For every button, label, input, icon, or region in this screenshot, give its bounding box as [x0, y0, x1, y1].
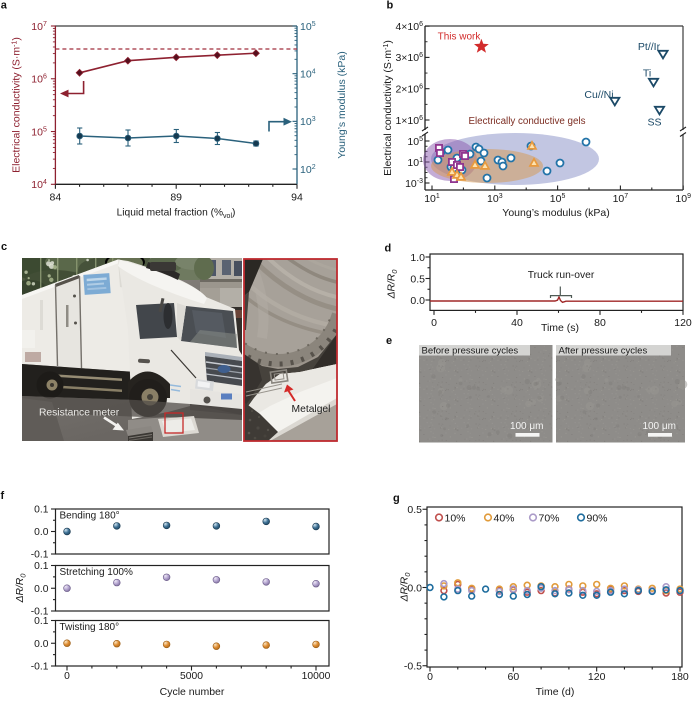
- svg-text:120: 120: [588, 671, 606, 683]
- svg-text:100 μm: 100 μm: [510, 421, 544, 432]
- svg-text:a: a: [1, 0, 8, 12]
- svg-text:Pt//Ir: Pt//Ir: [638, 41, 661, 53]
- svg-text:Truck run-over: Truck run-over: [528, 270, 595, 281]
- svg-text:e: e: [386, 335, 392, 347]
- svg-text:1×106: 1×106: [395, 115, 423, 127]
- svg-text:This work: This work: [438, 32, 482, 43]
- svg-text:-0.1: -0.1: [31, 662, 49, 673]
- svg-text:f: f: [1, 490, 5, 502]
- svg-text:0.0: 0.0: [34, 527, 49, 538]
- svg-text:10000: 10000: [302, 671, 331, 682]
- svg-text:0.5: 0.5: [407, 504, 422, 516]
- svg-text:180: 180: [671, 671, 689, 683]
- svg-text:g: g: [393, 493, 400, 505]
- svg-text:2×106: 2×106: [395, 84, 423, 96]
- svg-text:Time (d): Time (d): [536, 686, 575, 698]
- svg-text:c: c: [1, 241, 7, 253]
- svg-text:Ti: Ti: [643, 68, 651, 80]
- svg-text:Cu//Ni: Cu//Ni: [584, 89, 613, 101]
- svg-text:Twisting 180°: Twisting 180°: [60, 622, 120, 633]
- svg-text:d: d: [385, 243, 392, 255]
- svg-text:0: 0: [64, 671, 70, 682]
- svg-text:60: 60: [507, 671, 519, 683]
- svg-text:0.0: 0.0: [410, 295, 425, 307]
- svg-text:0.0: 0.0: [407, 582, 422, 594]
- svg-text:Resistance meter: Resistance meter: [39, 408, 120, 419]
- svg-text:ΔR/R0: ΔR/R0: [387, 269, 400, 300]
- svg-text:0.1: 0.1: [34, 561, 49, 572]
- svg-text:40%: 40%: [494, 513, 515, 525]
- svg-text:0.1: 0.1: [34, 616, 49, 627]
- svg-text:100 μm: 100 μm: [642, 421, 676, 432]
- svg-text:0.1: 0.1: [34, 505, 49, 516]
- svg-text:After pressure cycles: After pressure cycles: [559, 345, 648, 356]
- svg-text:b: b: [387, 0, 394, 12]
- svg-text:80: 80: [594, 317, 606, 329]
- svg-text:Young’s modulus (kPa): Young’s modulus (kPa): [502, 207, 609, 219]
- svg-text:ΔR/R0: ΔR/R0: [15, 573, 28, 604]
- svg-text:Electrically conductive gels: Electrically conductive gels: [468, 116, 585, 127]
- svg-text:0.0: 0.0: [34, 639, 49, 650]
- svg-text:120: 120: [674, 317, 692, 329]
- svg-text:Metalgel: Metalgel: [292, 404, 331, 415]
- svg-text:-0.1: -0.1: [31, 550, 49, 561]
- svg-text:Stretching 100%: Stretching 100%: [60, 567, 133, 578]
- svg-text:0: 0: [431, 317, 437, 329]
- svg-text:90%: 90%: [587, 513, 608, 525]
- svg-text:84: 84: [50, 192, 62, 204]
- svg-text:Electrical conductivity (S·m-1: Electrical conductivity (S·m-1): [11, 37, 23, 173]
- svg-text:70%: 70%: [539, 513, 560, 525]
- svg-text:-0.5: -0.5: [404, 661, 422, 673]
- svg-text:Cycle number: Cycle number: [160, 686, 225, 698]
- svg-text:10%: 10%: [445, 513, 466, 525]
- svg-text:0.0: 0.0: [34, 584, 49, 595]
- svg-text:5000: 5000: [180, 671, 203, 682]
- svg-text:Bending 180°: Bending 180°: [60, 511, 120, 522]
- svg-text:Time (s): Time (s): [541, 322, 579, 334]
- svg-text:Liquid metal fraction (%vol): Liquid metal fraction (%vol): [117, 208, 236, 221]
- svg-text:4×106: 4×106: [395, 21, 423, 33]
- svg-text:3×106: 3×106: [395, 52, 423, 64]
- svg-text:Young’s modulus (kPa): Young’s modulus (kPa): [336, 51, 348, 158]
- svg-text:1.0: 1.0: [410, 252, 425, 264]
- svg-text:89: 89: [170, 192, 182, 204]
- svg-text:ΔR/R0: ΔR/R0: [400, 572, 413, 603]
- svg-text:0.5: 0.5: [410, 273, 425, 285]
- svg-text:-0.1: -0.1: [31, 607, 49, 618]
- svg-text:Before pressure cycles: Before pressure cycles: [422, 345, 519, 356]
- svg-text:40: 40: [511, 317, 523, 329]
- svg-text:0: 0: [427, 671, 433, 683]
- svg-text:SS: SS: [647, 117, 661, 129]
- svg-text:94: 94: [291, 192, 303, 204]
- svg-text:Electrical conductivity (S·m-1: Electrical conductivity (S·m-1): [382, 40, 394, 176]
